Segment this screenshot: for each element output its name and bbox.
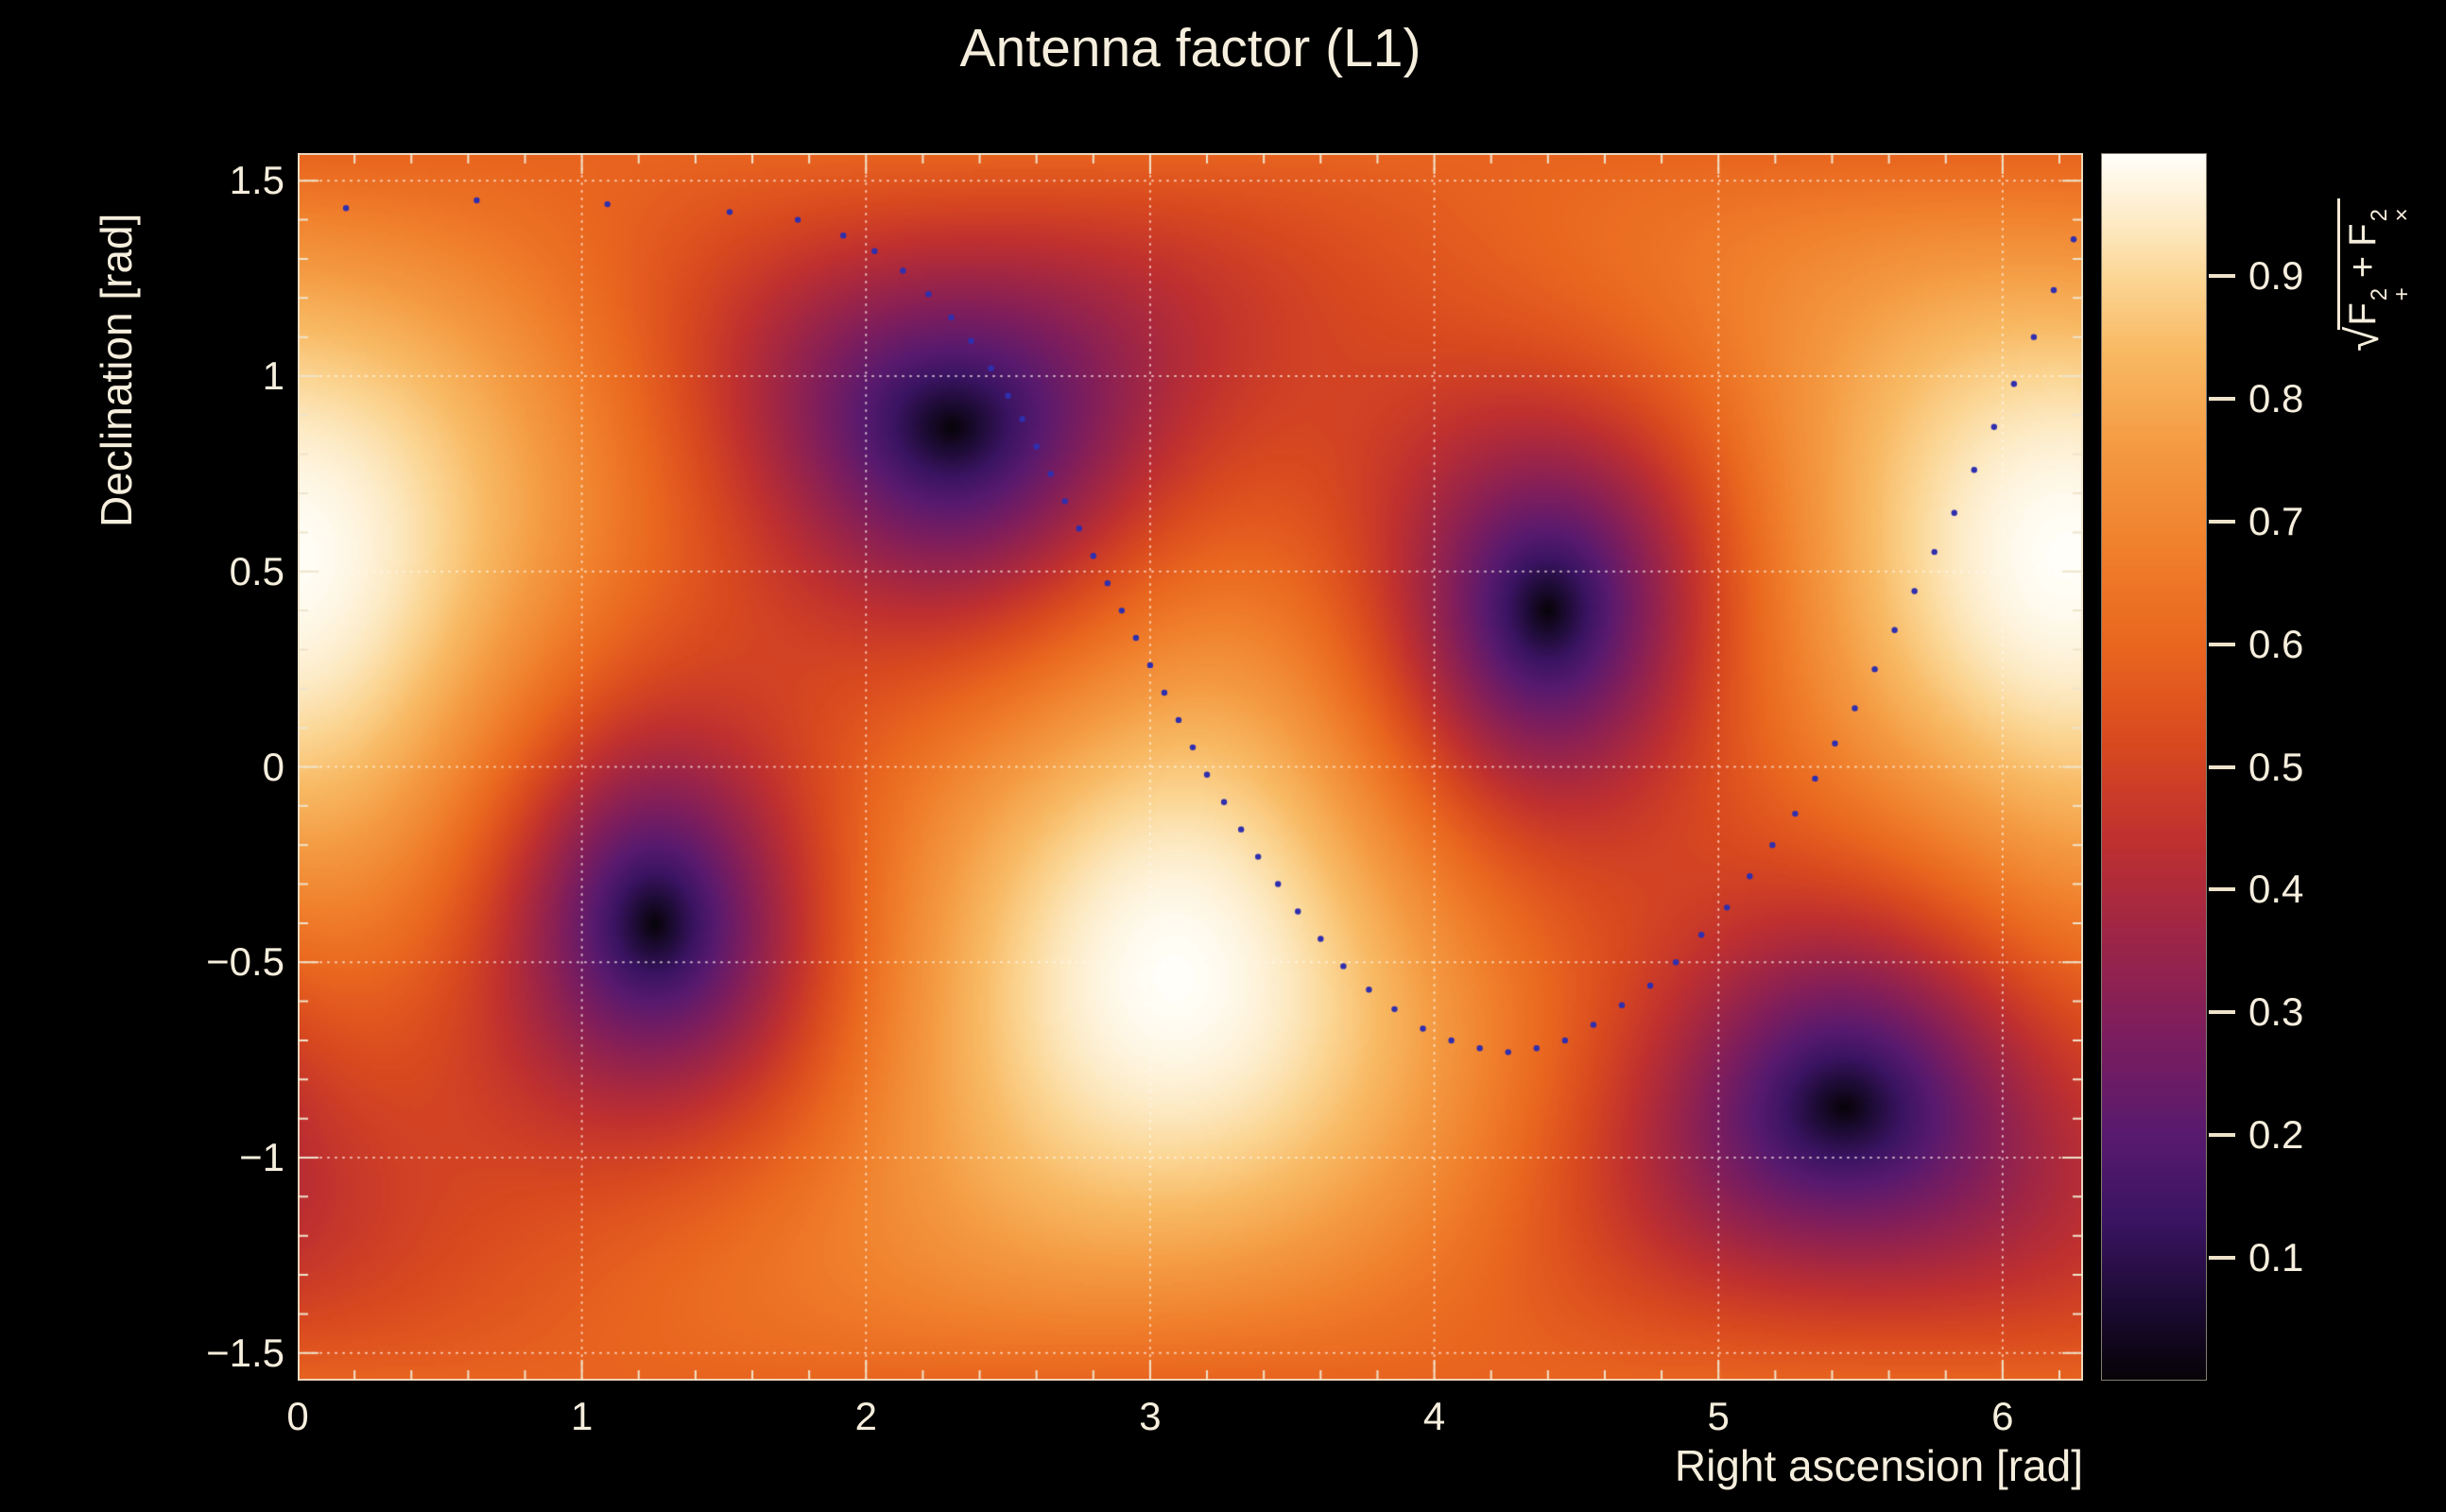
- colorbar-tick: [2209, 519, 2235, 524]
- f-plus-base: F: [2342, 302, 2384, 326]
- colorbar-gradient-canvas: [2102, 154, 2206, 1380]
- colorbar-tick: [2209, 273, 2235, 278]
- y-tick-label: 0: [262, 744, 284, 789]
- colorbar-tick: [2209, 1256, 2235, 1261]
- colorbar-tick: [2209, 887, 2235, 892]
- x-tick-label: 5: [1707, 1394, 1730, 1438]
- colorbar-tick-label: 0.4: [2248, 867, 2304, 912]
- colorbar-tick-label: 0.3: [2248, 989, 2304, 1035]
- colorbar-tick-label: 0.2: [2248, 1112, 2304, 1158]
- x-tick-label: 4: [1422, 1394, 1446, 1438]
- x-tick-label: 0: [286, 1394, 309, 1438]
- y-tick-label: 1.5: [229, 158, 284, 203]
- colorbar-tick: [2209, 765, 2235, 769]
- x-tick-label: 3: [1139, 1394, 1162, 1438]
- y-tick-label: −1.5: [206, 1330, 284, 1375]
- plot-area: [298, 153, 2083, 1381]
- f-plus-subscript: +: [2389, 287, 2415, 301]
- chart-title: Antenna factor (L1): [959, 18, 1421, 78]
- colorbar-tick-label: 0.8: [2248, 375, 2304, 421]
- y-tick-label: 0.5: [229, 548, 284, 593]
- colorbar-tick-label: 0.7: [2248, 498, 2304, 543]
- colorbar-tick: [2209, 1133, 2235, 1138]
- x-tick-label: 2: [854, 1394, 877, 1438]
- y-tick-label: 1: [262, 353, 284, 399]
- colorbar-tick-label: 0.5: [2248, 744, 2304, 789]
- y-tick-label: −1: [239, 1134, 284, 1179]
- f-cross-term: F 2 ×: [2342, 208, 2415, 247]
- f-cross-base: F: [2342, 223, 2384, 247]
- f-cross-superscript: 2: [2367, 209, 2392, 222]
- colorbar-tick-label: 0.6: [2248, 621, 2304, 666]
- colorbar-tick: [2209, 642, 2235, 646]
- colorbar: [2101, 153, 2207, 1381]
- colorbar-tick: [2209, 1010, 2235, 1015]
- y-tick-label: −0.5: [206, 939, 284, 985]
- colorbar-tick: [2209, 396, 2235, 401]
- colorbar-tick-label: 0.1: [2248, 1235, 2304, 1280]
- f-cross-subscript: ×: [2389, 208, 2415, 222]
- x-tick-label: 1: [570, 1394, 594, 1438]
- grid-ticks-track-overlay-canvas: [298, 153, 2083, 1381]
- radical-sign-icon: √: [2338, 326, 2388, 352]
- x-axis-title: Right ascension [rad]: [1674, 1441, 2083, 1490]
- y-axis-title: Declination [rad]: [92, 213, 141, 527]
- colorbar-tick-label: 0.9: [2248, 252, 2304, 298]
- x-tick-label: 6: [1991, 1394, 2014, 1438]
